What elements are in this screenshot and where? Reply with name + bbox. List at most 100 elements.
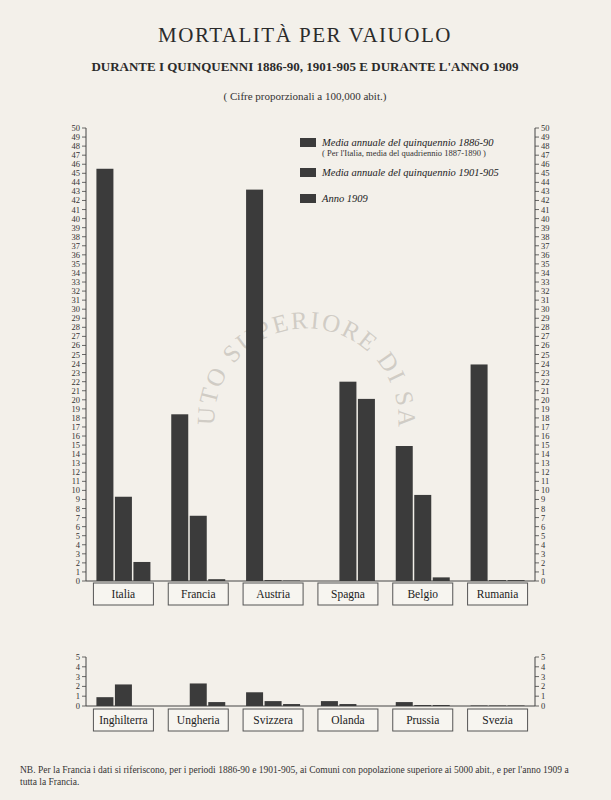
y-tick [82, 454, 86, 455]
y-tick-right [535, 372, 539, 373]
y-tick-label: 15 [72, 440, 81, 450]
y-tick [82, 155, 86, 156]
y-tick-right [535, 562, 539, 563]
y-tick-label-right: 3 [541, 549, 545, 559]
category-label: Rumania [477, 588, 519, 600]
y-tick-label: 0 [76, 701, 80, 711]
y-tick [82, 336, 86, 337]
category-label: Francia [181, 588, 215, 600]
y-tick-label: 41 [72, 205, 81, 215]
y-tick-label: 47 [72, 150, 81, 160]
y-tick [82, 318, 86, 319]
y-tick-label: 6 [76, 522, 80, 532]
y-tick-label-right: 11 [541, 476, 549, 486]
bar [396, 446, 413, 581]
category-box [318, 583, 378, 605]
y-tick [82, 562, 86, 563]
y-tick-right [535, 499, 539, 500]
bar [96, 169, 113, 581]
bar [246, 190, 263, 581]
title: MORTALITÀ PER VAIUOLO [158, 23, 452, 47]
y-tick-right [535, 327, 539, 328]
y-tick-label: 18 [72, 413, 81, 423]
y-tick-right [535, 666, 539, 667]
category-label: Svizzera [253, 714, 293, 726]
y-tick-label: 13 [72, 458, 81, 468]
category-label: Belgio [407, 588, 438, 601]
y-tick-right [535, 291, 539, 292]
category-label: Spagna [331, 588, 365, 601]
x-axis [86, 706, 535, 707]
y-tick [82, 218, 86, 219]
y-tick-label: 11 [72, 476, 80, 486]
y-tick-label-right: 4 [541, 662, 546, 672]
bar [283, 704, 300, 706]
y-tick-label: 46 [72, 159, 81, 169]
y-tick-label: 28 [72, 322, 81, 332]
y-tick-label: 3 [76, 672, 80, 682]
y-tick-label-right: 32 [541, 286, 550, 296]
y-tick [82, 137, 86, 138]
y-tick-label: 42 [72, 195, 81, 205]
y-tick [82, 676, 86, 677]
y-tick [82, 309, 86, 310]
y-tick-right [535, 417, 539, 418]
y-axis-right [535, 657, 536, 706]
y-tick-label: 9 [76, 494, 80, 504]
y-axis [86, 657, 87, 706]
y-tick [82, 345, 86, 346]
y-tick [82, 272, 86, 273]
y-tick-label: 24 [72, 359, 81, 369]
y-tick [82, 146, 86, 147]
y-tick [82, 372, 86, 373]
y-tick-label: 19 [72, 404, 81, 414]
y-tick-label: 45 [72, 168, 81, 178]
y-tick-label-right: 24 [541, 359, 550, 369]
bar [414, 495, 431, 581]
y-tick [82, 499, 86, 500]
bar [508, 705, 525, 706]
y-tick-label: 29 [72, 313, 81, 323]
y-tick-label-right: 38 [541, 232, 550, 242]
y-tick-right [535, 254, 539, 255]
y-tick [82, 553, 86, 554]
y-tick-right [535, 336, 539, 337]
y-tick [82, 706, 86, 707]
bar [265, 701, 282, 706]
y-tick [82, 209, 86, 210]
y-tick-label: 0 [76, 576, 80, 586]
y-tick-label-right: 31 [541, 295, 550, 305]
bar [396, 702, 413, 706]
y-tick [82, 472, 86, 473]
y-tick-right [535, 436, 539, 437]
y-tick-right [535, 282, 539, 283]
y-tick-label-right: 18 [541, 413, 550, 423]
y-tick-right [535, 463, 539, 464]
y-tick-right [535, 146, 539, 147]
y-tick-right [535, 191, 539, 192]
y-tick [82, 254, 86, 255]
chart: ISTITUTO SUPERIORE DI SANITÀMORTALITÀ PE… [0, 0, 611, 800]
y-tick-label-right: 46 [541, 159, 550, 169]
y-tick [82, 363, 86, 364]
y-tick-right [535, 526, 539, 527]
y-tick-label: 14 [72, 449, 81, 459]
y-tick-right [535, 706, 539, 707]
y-tick-label: 16 [72, 431, 81, 441]
y-tick-label: 40 [72, 214, 81, 224]
y-tick-label-right: 35 [541, 259, 550, 269]
y-tick [82, 481, 86, 482]
y-tick-label-right: 5 [541, 652, 545, 662]
bar [508, 580, 525, 581]
y-tick-label-right: 19 [541, 404, 550, 414]
y-tick-right [535, 445, 539, 446]
y-tick-right [535, 686, 539, 687]
y-tick-right [535, 490, 539, 491]
bar [283, 580, 300, 581]
y-tick-right [535, 696, 539, 697]
y-tick-right [535, 209, 539, 210]
y-tick-label-right: 22 [541, 377, 550, 387]
y-tick-label: 36 [72, 250, 81, 260]
bar [321, 701, 338, 706]
bar [246, 692, 263, 706]
